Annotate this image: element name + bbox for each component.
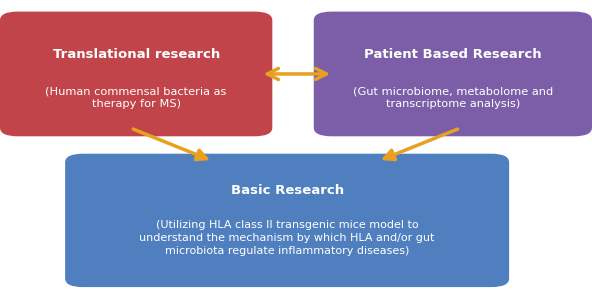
Text: (Gut microbiome, metabolome and
transcriptome analysis): (Gut microbiome, metabolome and transcri… <box>353 86 553 109</box>
Text: (Human commensal bacteria as
therapy for MS): (Human commensal bacteria as therapy for… <box>46 86 227 109</box>
Text: (Utilizing HLA class II transgenic mice model to
understand the mechanism by whi: (Utilizing HLA class II transgenic mice … <box>140 220 435 255</box>
FancyBboxPatch shape <box>0 12 272 136</box>
Text: Translational research: Translational research <box>53 48 220 61</box>
Text: Patient Based Research: Patient Based Research <box>364 48 542 61</box>
Text: Basic Research: Basic Research <box>230 184 344 197</box>
FancyBboxPatch shape <box>314 12 592 136</box>
FancyBboxPatch shape <box>65 154 509 287</box>
